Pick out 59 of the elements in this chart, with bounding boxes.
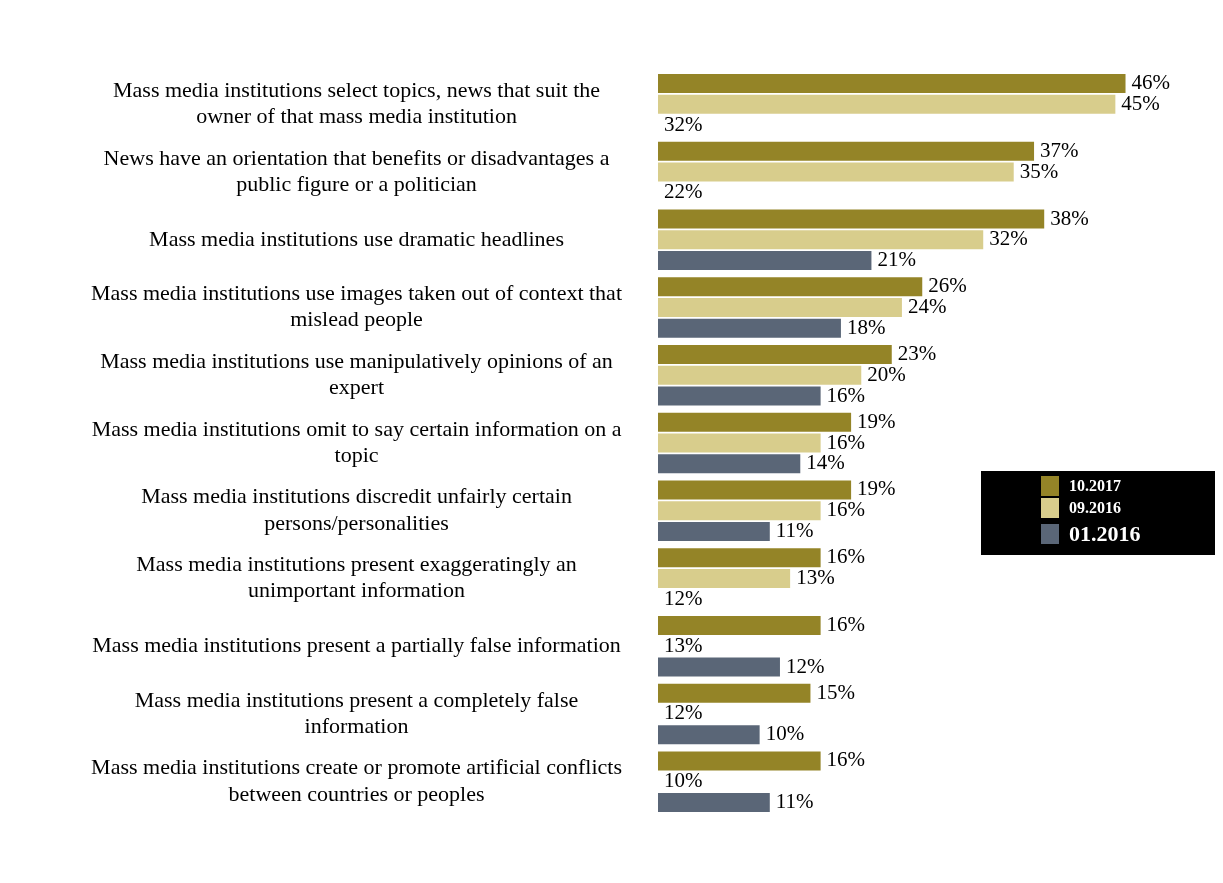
text: 32% bbox=[664, 111, 703, 136]
bar bbox=[658, 521, 770, 542]
bar bbox=[658, 433, 821, 453]
bar bbox=[658, 568, 791, 589]
bar bbox=[658, 141, 1035, 161]
y-tick-label: Mass media institutions present exaggeratingly an unimportant information bbox=[136, 551, 577, 603]
bar bbox=[658, 209, 1045, 229]
y-tick-label: Mass media institutions present a completely false information bbox=[134, 686, 579, 738]
data-label: 15% bbox=[816, 679, 855, 704]
y-tick-label: Mass media institutions create or promote artificial conflicts between countries or peoples bbox=[91, 754, 622, 806]
data-label: 32% bbox=[989, 226, 1028, 251]
y-tick-label: Mass media institutions use manipulatively opinions of an expert bbox=[100, 347, 613, 400]
bar bbox=[658, 683, 811, 703]
bar bbox=[658, 365, 862, 385]
bar bbox=[658, 94, 1116, 114]
data-label: 11% bbox=[775, 518, 814, 543]
data-label: 10% bbox=[765, 721, 805, 746]
y-tick-label: Mass media institutions use images taken out of context that mislead people bbox=[91, 280, 622, 332]
data-label: 38% bbox=[1050, 205, 1089, 230]
data-label: 16% bbox=[826, 382, 866, 407]
bar bbox=[658, 501, 821, 521]
bar bbox=[658, 344, 892, 365]
text: 13% bbox=[664, 632, 703, 657]
bar bbox=[658, 615, 821, 636]
bar bbox=[658, 318, 841, 338]
data-label: 16% bbox=[826, 611, 866, 636]
y-tick-label: Mass media institutions omit to say certain information on a topic bbox=[91, 415, 622, 467]
text: 22% bbox=[664, 179, 703, 204]
legend-label: 01.2016 bbox=[1069, 521, 1141, 547]
y-tick-label: News have an orientation that benefits or disadvantages a public figure or a politician bbox=[103, 144, 610, 196]
bar bbox=[658, 657, 780, 677]
y-tick-label: Mass media institutions use dramatic headlines bbox=[149, 225, 564, 251]
bar bbox=[658, 386, 821, 406]
data-label: 12% bbox=[785, 653, 825, 678]
text: 12% bbox=[664, 700, 703, 725]
bar bbox=[658, 73, 1126, 94]
bar bbox=[658, 792, 770, 813]
bar bbox=[658, 250, 872, 271]
data-label: 18% bbox=[846, 314, 886, 339]
y-tick-label: Mass media institutions discredit unfairly certain persons/personalities bbox=[141, 483, 572, 535]
bar bbox=[658, 548, 821, 568]
legend-label: 10.2017 bbox=[1069, 477, 1121, 495]
bar bbox=[658, 230, 984, 250]
y-tick-label: Mass media institutions present a partially false information bbox=[92, 632, 621, 658]
bar bbox=[658, 412, 852, 432]
data-label: 16% bbox=[826, 747, 866, 772]
bar bbox=[658, 297, 902, 318]
y-tick-label: Mass media institutions select topics, news that suit the owner of that mass media institution bbox=[113, 76, 601, 129]
bar bbox=[658, 454, 801, 474]
bar bbox=[658, 751, 821, 771]
text: 12% bbox=[664, 585, 703, 610]
bar bbox=[658, 725, 760, 745]
bar bbox=[658, 162, 1014, 182]
bar bbox=[658, 277, 923, 297]
bar bbox=[658, 480, 852, 500]
data-label: 21% bbox=[877, 247, 916, 272]
legend-label: 09.2016 bbox=[1069, 499, 1121, 517]
text: 10% bbox=[664, 768, 703, 793]
data-label: 11% bbox=[775, 789, 814, 814]
